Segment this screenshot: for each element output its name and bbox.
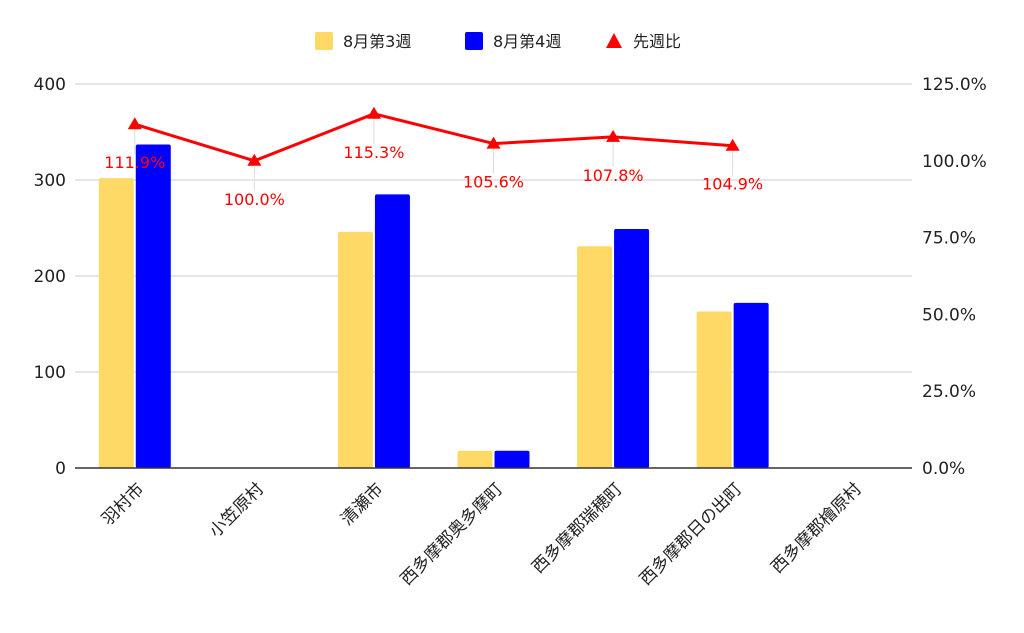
bar <box>98 178 134 468</box>
data-label: 100.0% <box>224 190 285 209</box>
data-label: 111.9% <box>104 153 165 172</box>
left-tick-label: 100 <box>34 363 66 383</box>
right-tick-label: 50.0% <box>922 305 976 325</box>
legend-label: 8月第4週 <box>493 32 561 51</box>
bar <box>696 311 732 468</box>
gridlines <box>75 83 912 373</box>
bar <box>494 450 530 468</box>
data-label: 107.8% <box>583 166 644 185</box>
legend-label: 8月第3週 <box>343 32 411 51</box>
category-label: 清瀬市 <box>337 479 387 529</box>
legend-triangle <box>606 33 622 48</box>
category-label: 西多摩郡日の出町 <box>636 479 746 589</box>
category-label: 羽村市 <box>98 479 148 529</box>
data-label: 115.3% <box>343 143 404 162</box>
bar <box>337 231 373 468</box>
category-label: 西多摩郡檜原村 <box>767 479 866 578</box>
right-tick-label: 125.0% <box>922 75 987 95</box>
left-tick-label: 0 <box>55 459 66 479</box>
right-tick-label: 0.0% <box>922 459 965 479</box>
triangle-marker <box>247 153 262 166</box>
bar <box>733 302 769 468</box>
legend-label: 先週比 <box>633 32 681 51</box>
ratio-line-series: 111.9% 100.0% 115.3% 105.6% 107.8% 104.9% <box>104 106 763 209</box>
bar <box>457 450 493 468</box>
triangle-marker <box>127 117 142 130</box>
bar <box>135 144 171 469</box>
bar <box>577 246 613 468</box>
right-tick-label: 100.0% <box>922 152 987 172</box>
category-label: 西多摩郡瑞穂町 <box>528 479 626 577</box>
left-tick-label: 200 <box>34 267 66 287</box>
data-label: 104.9% <box>702 175 763 194</box>
legend-swatch <box>315 32 333 50</box>
left-tick-label: 400 <box>34 75 66 95</box>
category-labels: 羽村市 小笠原村 清瀬市 西多摩郡奥多摩町 西多摩郡瑞穂町 西多摩郡日の出町 西多摩郡檜原村 <box>98 479 866 590</box>
data-label: 105.6% <box>463 173 524 192</box>
right-tick-label: 75.0% <box>922 229 976 249</box>
category-label: 小笠原村 <box>206 479 268 541</box>
category-label: 西多摩郡奥多摩町 <box>397 479 507 589</box>
right-axis-ticks: 0.0% 25.0% 50.0% 75.0% 100.0% 125.0% <box>922 75 987 479</box>
triangle-marker <box>486 136 501 149</box>
left-axis-ticks: 0 100 200 300 400 <box>34 75 66 479</box>
ratio-line <box>134 112 733 163</box>
legend-swatch <box>465 32 483 50</box>
bars <box>98 144 769 469</box>
left-tick-label: 300 <box>34 171 66 191</box>
right-tick-label: 25.0% <box>922 382 976 402</box>
bar <box>374 194 410 468</box>
triangle-marker <box>606 129 621 142</box>
legend: 8月第3週 8月第4週 先週比 <box>315 32 681 51</box>
triangle-marker <box>725 138 740 151</box>
bar <box>614 228 650 468</box>
triangle-marker <box>366 106 381 119</box>
